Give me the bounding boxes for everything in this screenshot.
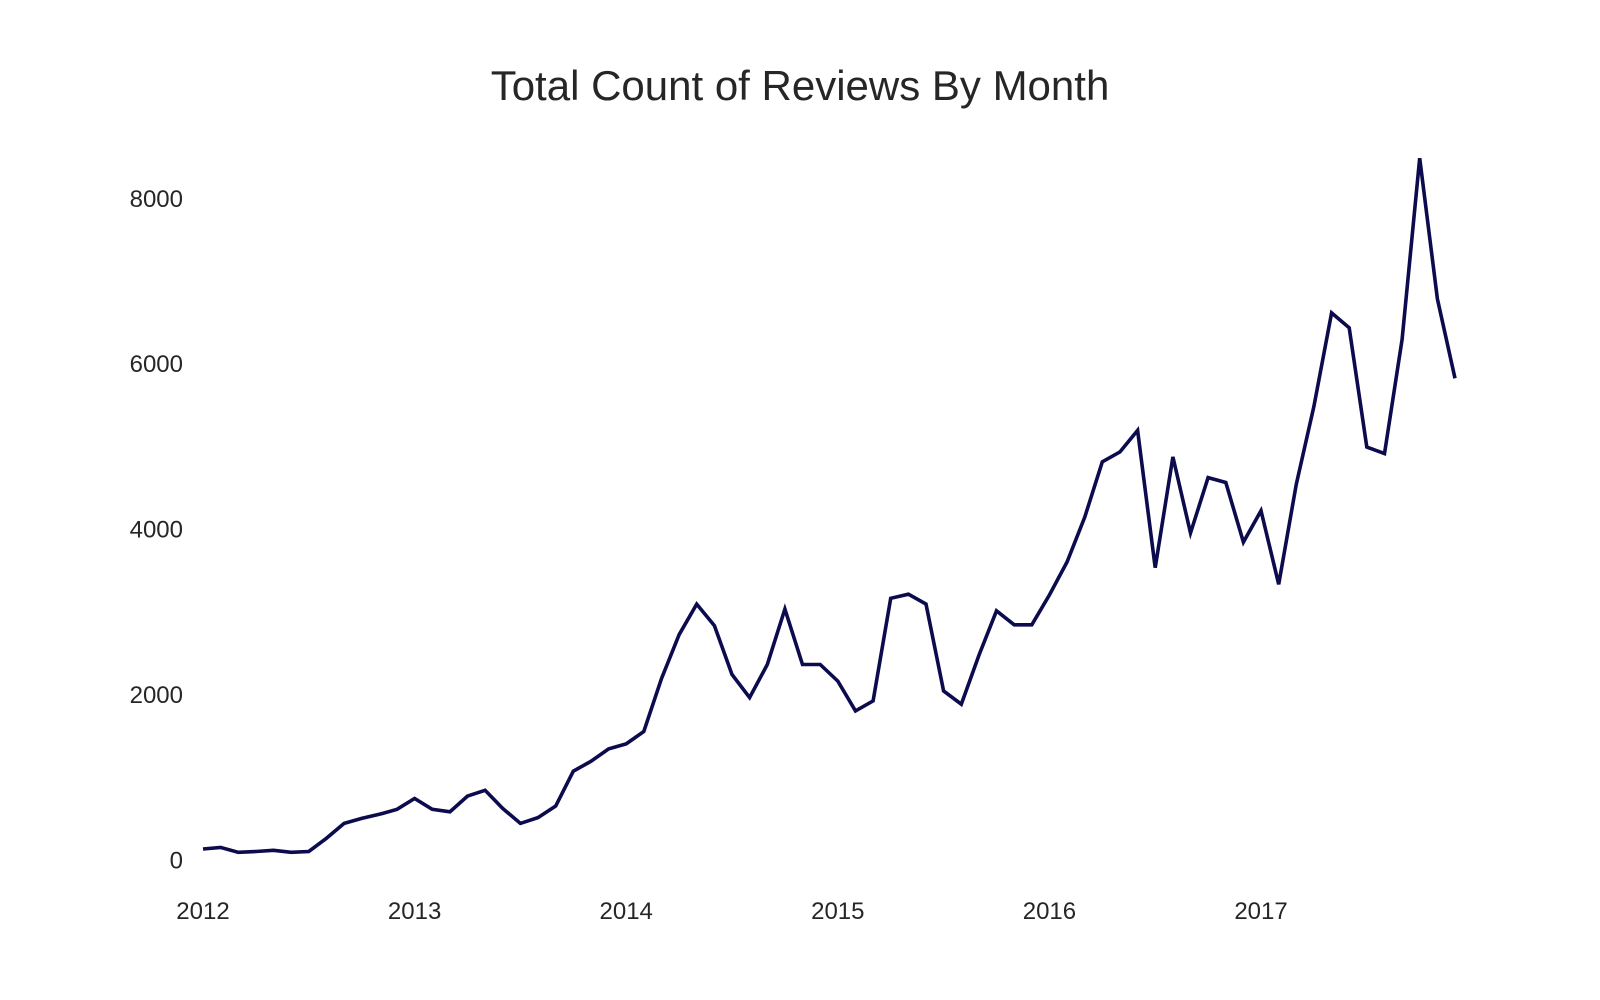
y-tick-label: 6000 <box>130 351 183 378</box>
x-axis-ticks: 2012 2013 2014 2015 2016 2017 <box>176 898 1287 925</box>
series-line <box>202 157 1457 855</box>
y-tick-label: 4000 <box>130 517 183 544</box>
y-tick-label: 2000 <box>130 682 183 709</box>
y-tick-label: 8000 <box>130 186 183 213</box>
x-tick-label: 2013 <box>388 898 441 925</box>
x-tick-label: 2016 <box>1023 898 1076 925</box>
x-tick-label: 2014 <box>600 898 653 925</box>
x-tick-label: 2017 <box>1234 898 1287 925</box>
y-axis-ticks: 0 2000 4000 6000 8000 <box>130 186 183 875</box>
x-tick-label: 2015 <box>811 898 864 925</box>
x-tick-label: 2012 <box>176 898 229 925</box>
y-tick-label: 0 <box>170 848 183 875</box>
chart-title: Total Count of Reviews By Month <box>490 62 1110 109</box>
series-layer <box>202 157 1457 855</box>
